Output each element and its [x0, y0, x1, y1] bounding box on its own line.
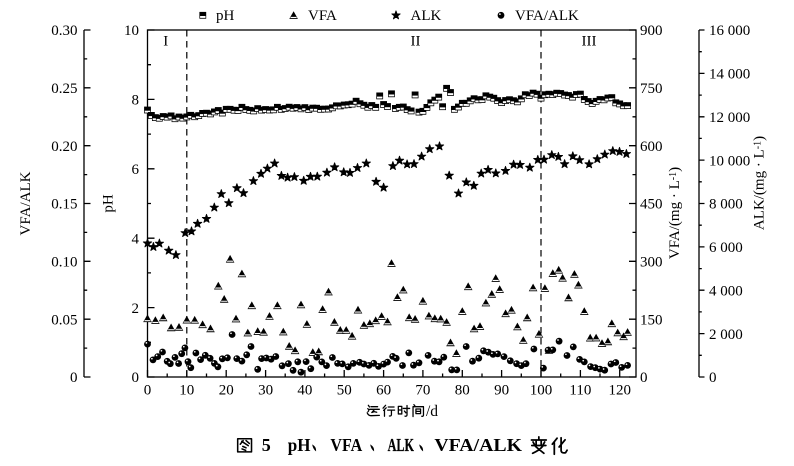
svg-text:8 000: 8 000 [709, 197, 743, 213]
svg-text:0.25: 0.25 [51, 81, 77, 97]
svg-text:10 000: 10 000 [709, 153, 750, 169]
svg-text:450: 450 [640, 197, 663, 213]
svg-text:0: 0 [144, 383, 152, 399]
svg-text:0.30: 0.30 [51, 23, 77, 39]
svg-text:10: 10 [124, 23, 139, 39]
svg-text:110: 110 [569, 383, 591, 399]
svg-text:40: 40 [297, 383, 312, 399]
svg-text:750: 750 [640, 81, 663, 97]
svg-text:80: 80 [455, 383, 470, 399]
svg-text:0.10: 0.10 [51, 255, 77, 271]
svg-text:30: 30 [258, 383, 273, 399]
svg-text:100: 100 [530, 383, 553, 399]
svg-text:20: 20 [219, 383, 234, 399]
svg-text:I: I [163, 33, 168, 49]
svg-text:16 000: 16 000 [709, 23, 750, 39]
svg-text:0: 0 [709, 370, 717, 386]
svg-text:2: 2 [132, 301, 140, 317]
svg-text:0: 0 [132, 370, 140, 386]
svg-text:ALK: ALK [388, 435, 414, 455]
svg-text:60: 60 [376, 383, 391, 399]
svg-text:8: 8 [132, 93, 140, 109]
svg-text:ALK/(mg · L-1): ALK/(mg · L-1) [752, 136, 768, 230]
svg-text:5: 5 [262, 435, 271, 455]
svg-text:600: 600 [640, 139, 663, 155]
svg-text:0.05: 0.05 [51, 312, 77, 328]
svg-text:12 000: 12 000 [709, 110, 750, 126]
svg-text:VFA/ALK: VFA/ALK [434, 435, 522, 455]
svg-text:6: 6 [132, 162, 140, 178]
svg-text:VFA: VFA [308, 8, 337, 24]
svg-text:III: III [582, 33, 597, 49]
svg-text:90: 90 [494, 383, 509, 399]
svg-text:6 000: 6 000 [709, 240, 743, 256]
svg-text:ALK: ALK [411, 8, 442, 24]
svg-text:pH: pH [101, 194, 117, 213]
svg-text:VFA: VFA [330, 435, 362, 455]
svg-text:300: 300 [640, 255, 663, 271]
svg-text:50: 50 [337, 383, 352, 399]
svg-text:II: II [411, 33, 421, 49]
svg-text:120: 120 [608, 383, 631, 399]
svg-text:VFA/ALK: VFA/ALK [18, 171, 34, 235]
svg-text:VFA/(mg · L-1): VFA/(mg · L-1) [667, 167, 683, 259]
svg-text:2 000: 2 000 [709, 327, 743, 343]
svg-text:4: 4 [132, 231, 140, 247]
svg-text:0: 0 [640, 370, 648, 386]
svg-text:0.15: 0.15 [51, 197, 77, 213]
svg-text:0.20: 0.20 [51, 139, 77, 155]
svg-text:150: 150 [640, 312, 663, 328]
svg-text:70: 70 [415, 383, 430, 399]
svg-text:4 000: 4 000 [709, 283, 743, 299]
svg-text:pH: pH [288, 435, 311, 455]
svg-text:0: 0 [70, 370, 78, 386]
svg-text:900: 900 [640, 23, 663, 39]
svg-text:pH: pH [216, 8, 235, 24]
svg-text:/d: /d [426, 403, 438, 420]
svg-text:14 000: 14 000 [709, 67, 750, 83]
svg-text:VFA/ALK: VFA/ALK [515, 8, 579, 24]
svg-text:10: 10 [179, 383, 194, 399]
